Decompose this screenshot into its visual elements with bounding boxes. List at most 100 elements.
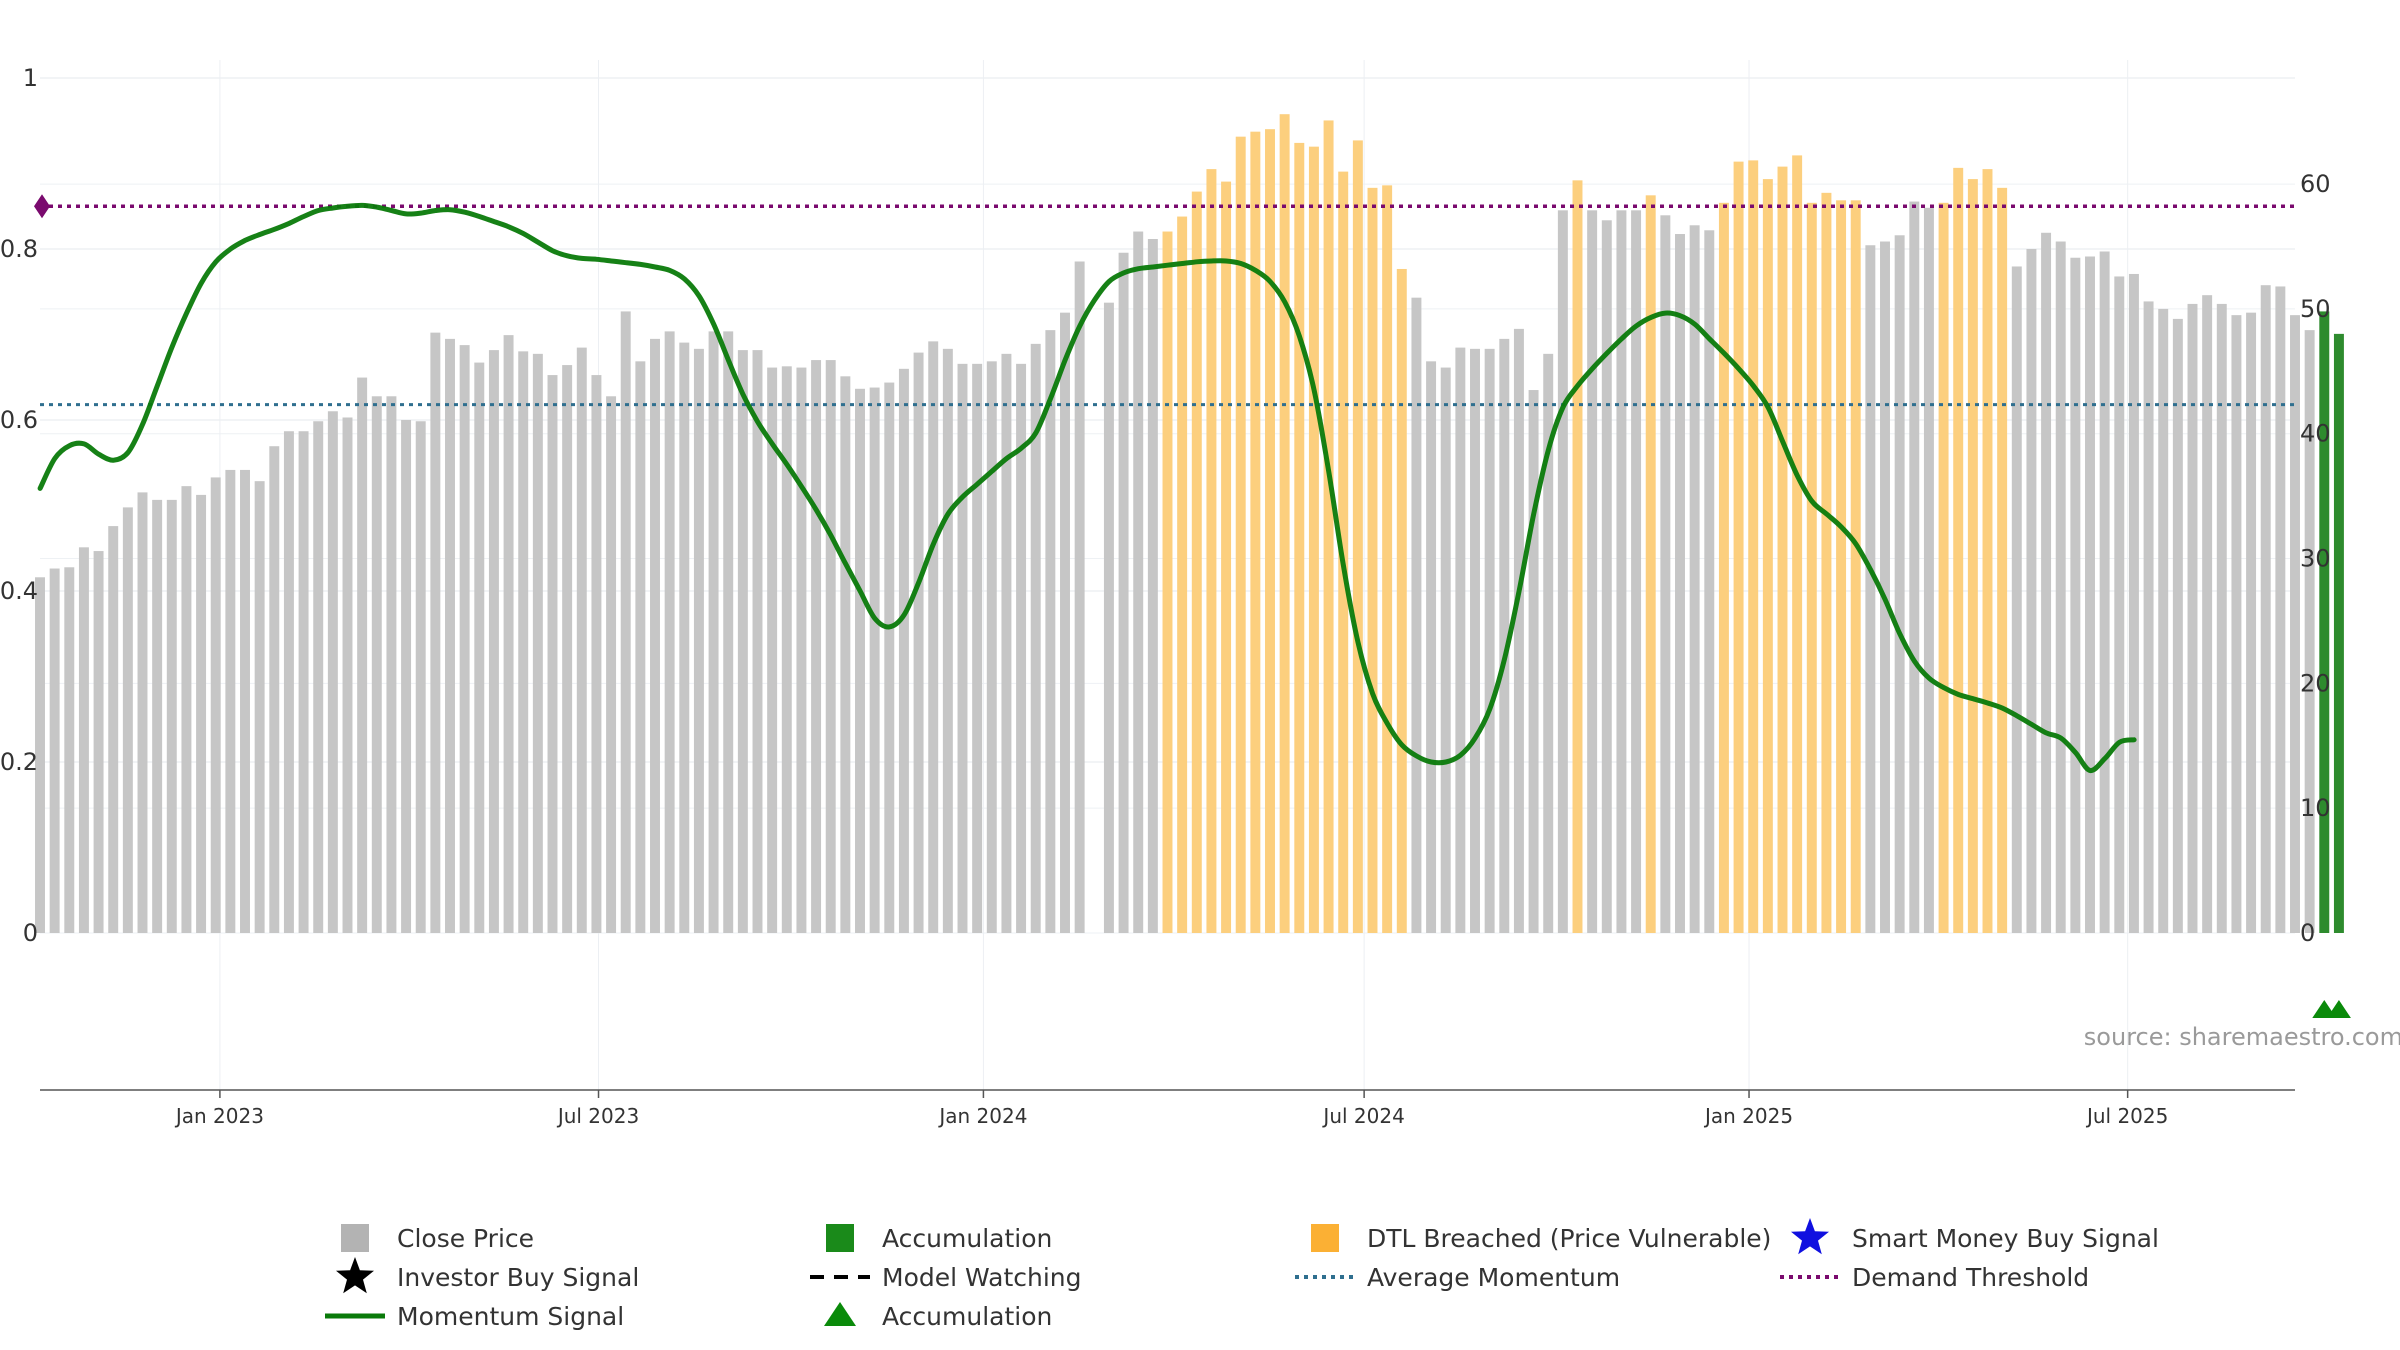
right-axis-tick-label: 30 (2300, 545, 2331, 573)
close-price-bar (606, 396, 617, 933)
dtl-breached-bar (1850, 200, 1861, 933)
close-price-bar (547, 375, 558, 934)
right-axis-tick-label: 40 (2300, 420, 2331, 448)
dtl-breached-bar (1177, 216, 1188, 934)
close-price-bar (78, 547, 89, 933)
dtl-breached-bar (1367, 187, 1378, 933)
close-price-bar (64, 567, 75, 933)
demand-threshold-legend-label: Demand Threshold (1852, 1263, 2089, 1292)
source-label: source: sharemaestro.com (2084, 1023, 2400, 1051)
close-price-bar (620, 311, 631, 933)
accumulation-bar (2319, 311, 2330, 933)
close-price-bar (2187, 303, 2198, 934)
close-price-bar (254, 481, 265, 933)
right-axis-tick-label: 20 (2300, 669, 2331, 697)
close-price-bar (298, 431, 309, 933)
x-axis-tick-label: Jan 2024 (937, 1104, 1027, 1128)
close-price-bar (928, 341, 939, 933)
close-price-bar (679, 342, 690, 933)
close-price-bar (664, 331, 675, 934)
close-price-bar (313, 421, 324, 933)
close-price-bar (2011, 266, 2022, 933)
close-price-bar (591, 375, 602, 934)
close-price-bar (1528, 390, 1539, 933)
close-price-bar (1601, 220, 1612, 933)
investor-buy-signal-legend-star-icon (336, 1257, 374, 1294)
dtl-breached-bar (1836, 200, 1847, 933)
close-price-bar (35, 577, 45, 933)
close-price-bar (181, 486, 192, 933)
close-price-bar (1499, 338, 1510, 933)
right-axis-tick-label: 10 (2300, 794, 2331, 822)
dtl-breached-bar (1762, 179, 1773, 934)
close-price-bar (2275, 286, 2286, 933)
close-price-bar (1440, 367, 1451, 933)
close-price-bar (723, 331, 734, 934)
close-price-bar (1894, 235, 1905, 933)
close-price-bar (884, 382, 895, 933)
dtl-breached-bar (1718, 202, 1729, 934)
close-price-bar (913, 352, 924, 934)
momentum-line-layer (37, 202, 2137, 774)
dtl-breached-price-vulnerable-legend-swatch (1311, 1224, 1339, 1252)
close-price-bar (972, 363, 983, 933)
accumulation-legend-swatch (826, 1224, 854, 1252)
close-price-bar (562, 365, 573, 933)
close-price-bar (1147, 239, 1158, 934)
dtl-breached-bar (1162, 231, 1173, 934)
close-price-bar (2290, 315, 2300, 933)
dtl-breached-bar (1235, 136, 1246, 933)
x-axis-tick-label: Jan 2025 (1703, 1104, 1793, 1128)
close-price-bar (693, 348, 704, 933)
accumulation-bar (2333, 333, 2344, 933)
close-price-bar (2143, 301, 2154, 934)
dtl-breached-bar (1777, 166, 1788, 934)
close-price-bar (1118, 252, 1129, 934)
dtl-breached-bar (1191, 191, 1202, 934)
close-price-bar (1865, 245, 1876, 933)
close-price-bar (898, 368, 909, 933)
close-price-bar (1455, 347, 1466, 933)
close-price-bar (283, 431, 294, 933)
right-axis-tick-label: 50 (2300, 295, 2331, 323)
demand-threshold-marker (34, 194, 50, 219)
close-price-bar (532, 353, 543, 934)
dtl-breached-bar (1221, 181, 1232, 934)
close-price-bar (1074, 261, 1085, 933)
close-price-bar (503, 335, 514, 933)
close-price-legend-label: Close Price (397, 1224, 534, 1253)
close-price-bar (811, 360, 822, 933)
accumulation-legend-triangle-icon (824, 1302, 856, 1326)
momentum-signal-line (37, 202, 2137, 774)
close-price-bar (518, 351, 529, 934)
close-price-bar (1923, 207, 1934, 933)
accumulation-markers (2312, 1000, 2351, 1018)
close-price-bar (386, 396, 397, 933)
dtl-breached-bar (1997, 187, 2008, 933)
dtl-breached-bar (1323, 120, 1334, 933)
dtl-breached-bar (1279, 114, 1290, 933)
smart-money-buy-signal-legend-star-icon (1791, 1218, 1829, 1255)
close-price-bar (1689, 225, 1700, 933)
dtl-breached-bar (1967, 179, 1978, 934)
close-price-bar (869, 387, 880, 933)
dtl-breached-bar (1733, 161, 1744, 933)
close-price-bar (1880, 241, 1890, 933)
close-price-bar (957, 363, 968, 933)
close-price-bar (327, 411, 338, 933)
close-price-bar (2099, 251, 2110, 934)
dtl-breached-bar (1821, 192, 1832, 933)
dtl-breached-bar (1265, 129, 1275, 934)
dtl-breached-bar (1806, 202, 1817, 934)
average-momentum-legend-label: Average Momentum (1367, 1263, 1620, 1292)
close-price-bar (269, 446, 280, 933)
close-price-bar (1133, 231, 1144, 934)
close-price-bar (2172, 318, 2183, 933)
close-price-bar (1426, 361, 1437, 933)
close-price-bar (2026, 249, 2037, 933)
close-price-bar (474, 362, 485, 933)
right-axis-tick-label: 60 (2300, 170, 2331, 198)
close-price-bar (1484, 348, 1495, 933)
close-price-bar (1543, 353, 1554, 934)
